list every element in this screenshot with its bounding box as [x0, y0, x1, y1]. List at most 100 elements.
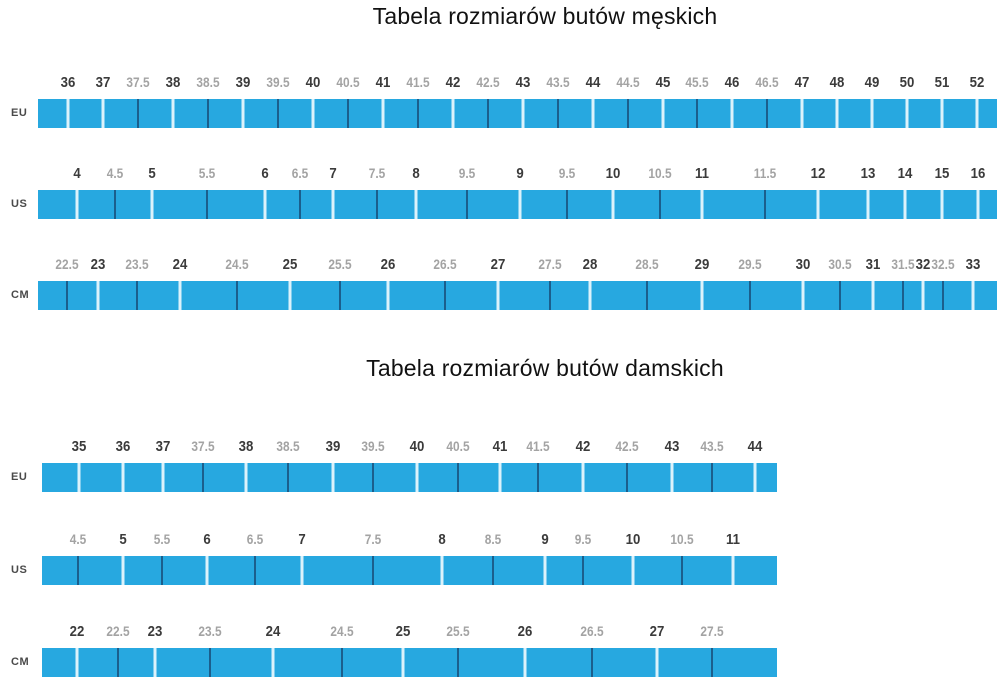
tick-mark	[386, 281, 390, 310]
size-label: 22.5	[55, 257, 79, 272]
tick-mark	[801, 281, 805, 310]
size-label: 38.5	[276, 439, 300, 454]
size-label: 38	[165, 74, 181, 91]
size-label: 22	[69, 623, 85, 640]
size-label: 23	[147, 623, 163, 640]
tick-mark	[339, 281, 341, 310]
size-label: 32	[915, 256, 931, 273]
tick-mark	[178, 281, 182, 310]
tick-mark	[137, 99, 139, 128]
size-label: 8	[412, 165, 420, 182]
tick-mark	[415, 463, 419, 492]
tick-mark	[700, 281, 704, 310]
size-label: 9.5	[458, 166, 476, 181]
size-label: 24	[265, 623, 281, 640]
tick-mark	[277, 99, 279, 128]
size-label: 37	[95, 74, 111, 91]
size-label: 32.5	[931, 257, 955, 272]
size-label: 4.5	[106, 166, 124, 181]
tick-mark	[372, 463, 374, 492]
size-label: 38	[238, 438, 254, 455]
tick-mark	[659, 190, 661, 219]
tick-mark	[749, 281, 751, 310]
tick-mark	[496, 281, 500, 310]
size-label: 42	[575, 438, 591, 455]
tick-mark	[372, 556, 374, 585]
tick-mark	[543, 556, 547, 585]
tick-mark	[287, 463, 289, 492]
size-label: 41	[375, 74, 391, 91]
size-label: 36	[60, 74, 76, 91]
tick-mark	[457, 463, 459, 492]
tick-mark	[518, 190, 522, 219]
tick-mark	[121, 556, 125, 585]
tick-mark	[971, 281, 975, 310]
size-label: 23.5	[125, 257, 149, 272]
size-bar-us	[38, 190, 997, 219]
size-label: 37.5	[126, 75, 150, 90]
tick-mark	[299, 190, 301, 219]
tick-mark	[696, 99, 698, 128]
size-label: 9.5	[574, 532, 592, 547]
size-label: 35	[71, 438, 87, 455]
tick-mark	[209, 648, 211, 677]
tick-mark	[835, 99, 839, 128]
size-label: 24.5	[225, 257, 249, 272]
size-label: 7.5	[364, 532, 382, 547]
tick-mark	[466, 190, 468, 219]
tick-mark	[921, 281, 925, 310]
tick-mark	[96, 281, 100, 310]
tick-mark	[816, 190, 820, 219]
size-label: 45.5	[685, 75, 709, 90]
size-label: 4	[73, 165, 81, 182]
size-label: 6.5	[246, 532, 264, 547]
size-label: 6	[203, 531, 211, 548]
tick-mark	[764, 190, 766, 219]
tick-mark	[414, 190, 418, 219]
size-label: 8.5	[484, 532, 502, 547]
size-label: 24.5	[330, 624, 354, 639]
tick-mark	[627, 99, 629, 128]
size-label: 26	[380, 256, 396, 273]
tick-mark	[581, 463, 585, 492]
size-label: 13	[860, 165, 876, 182]
size-bar-eu	[42, 463, 777, 492]
tick-mark	[655, 648, 659, 677]
size-bar-eu	[38, 99, 997, 128]
tick-mark	[523, 648, 527, 677]
tick-mark	[631, 556, 635, 585]
size-label: 10.5	[648, 166, 672, 181]
size-label: 28	[582, 256, 598, 273]
size-label: 5.5	[153, 532, 171, 547]
tick-mark	[205, 556, 209, 585]
tick-mark	[498, 463, 502, 492]
tick-mark	[457, 648, 459, 677]
size-label: 25.5	[328, 257, 352, 272]
size-label: 46	[724, 74, 740, 91]
size-label: 42.5	[615, 439, 639, 454]
size-label: 31.5	[891, 257, 915, 272]
tick-mark	[417, 99, 419, 128]
size-label: 27	[490, 256, 506, 273]
tick-mark	[492, 556, 494, 585]
axis-label-eu: EU	[11, 107, 28, 119]
size-label: 43.5	[700, 439, 724, 454]
tick-mark	[206, 190, 208, 219]
size-label: 40	[409, 438, 425, 455]
tick-mark	[311, 99, 315, 128]
size-label: 25	[395, 623, 411, 640]
size-label: 36	[115, 438, 131, 455]
size-label: 26.5	[433, 257, 457, 272]
size-label: 40.5	[446, 439, 470, 454]
tick-mark	[263, 190, 267, 219]
size-label: 43	[515, 74, 531, 91]
size-label: 51	[934, 74, 950, 91]
size-label: 16	[970, 165, 986, 182]
tick-mark	[121, 463, 125, 492]
size-label: 27.5	[700, 624, 724, 639]
size-label: 5	[148, 165, 156, 182]
size-label: 40.5	[336, 75, 360, 90]
tick-mark	[626, 463, 628, 492]
tick-mark	[451, 99, 455, 128]
tick-mark	[161, 556, 163, 585]
